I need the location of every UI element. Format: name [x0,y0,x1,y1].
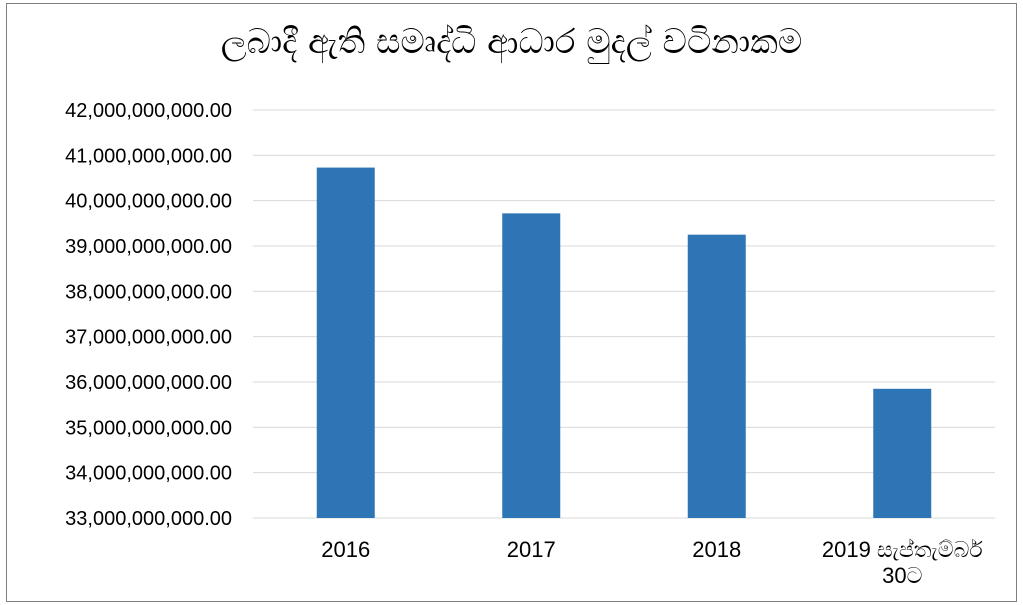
x-category-label: 2016 [321,537,370,562]
bar [687,234,746,518]
bars [316,167,932,519]
x-category-label: 2017 [507,537,556,562]
y-tick-label: 35,000,000,000.00 [65,417,232,439]
y-tick-label: 38,000,000,000.00 [65,281,232,303]
bar [316,167,375,518]
x-category-label: 2019 සැප්තැම්බර් [822,537,983,562]
x-axis-category-labels: 2016 2017 2018 2019 සැප්තැම්බර්30ට [321,537,983,588]
bar [873,388,932,518]
y-tick-label: 33,000,000,000.00 [65,508,232,530]
y-axis-tick-labels: 33,000,000,000.00 34,000,000,000.00 35,000… [65,100,232,530]
gridlines [253,109,995,519]
y-tick-label: 37,000,000,000.00 [65,327,232,349]
x-category-label: 30ට [882,563,922,588]
x-category-label: 2018 [692,537,741,562]
y-tick-label: 42,000,000,000.00 [65,100,232,122]
bar [502,213,561,519]
chart-title: ලබාදී ඇති සමෘද්ධි ආධාර මුදල් වටිනාකම [220,22,803,62]
y-tick-label: 39,000,000,000.00 [65,236,232,258]
y-tick-label: 41,000,000,000.00 [65,145,232,167]
y-tick-label: 36,000,000,000.00 [65,372,232,394]
y-tick-label: 34,000,000,000.00 [65,463,232,485]
y-tick-label: 40,000,000,000.00 [65,191,232,213]
